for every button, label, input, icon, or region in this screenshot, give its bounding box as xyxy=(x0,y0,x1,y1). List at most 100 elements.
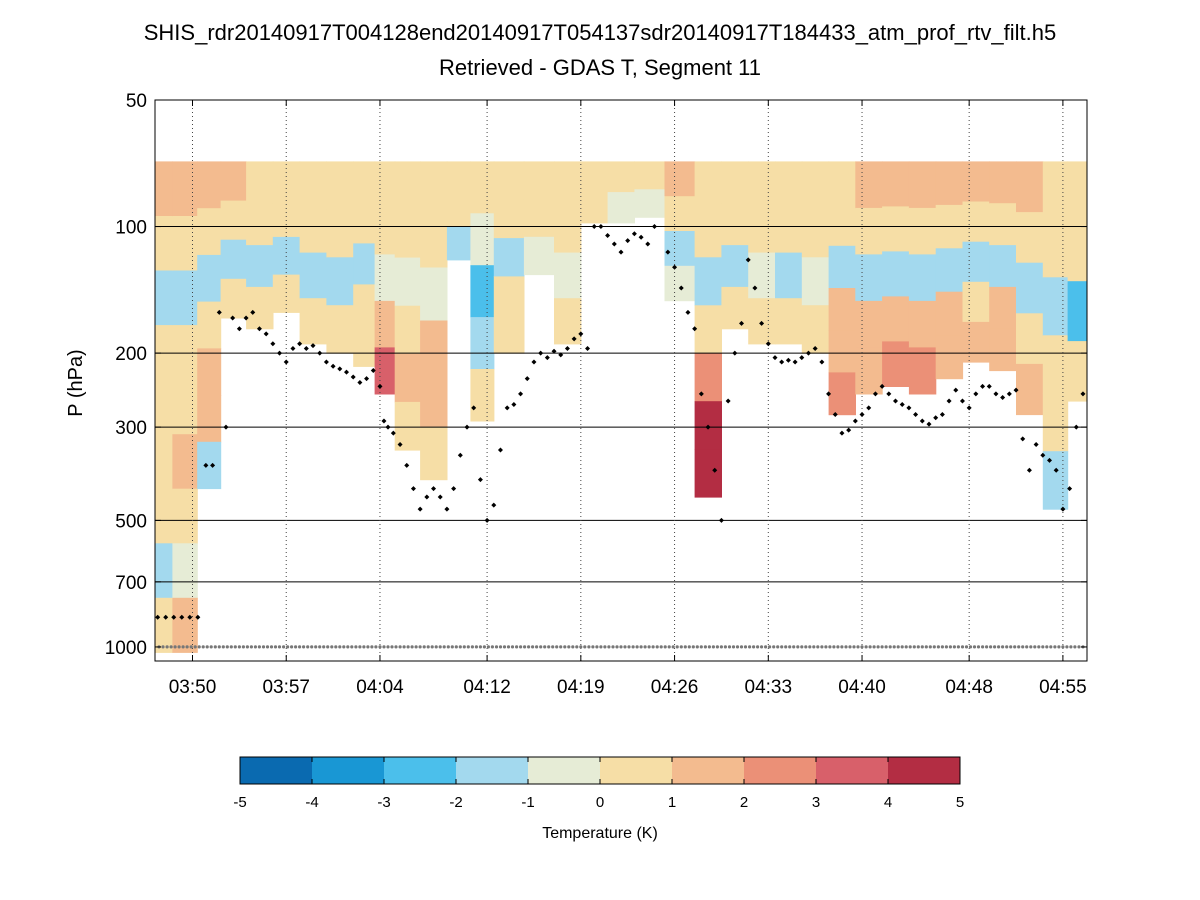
colorbar-segment xyxy=(744,757,817,784)
surface-point xyxy=(828,645,832,649)
surface-point xyxy=(940,645,945,649)
y-tick-label: 1000 xyxy=(105,638,147,659)
surface-point xyxy=(579,645,583,649)
surface-point xyxy=(659,645,663,649)
heatmap-cell xyxy=(694,353,722,402)
heatmap-cell xyxy=(155,379,173,435)
heatmap-cell xyxy=(721,161,749,204)
tropopause-point xyxy=(497,447,503,453)
heatmap-cell xyxy=(155,270,173,326)
tropopause-point xyxy=(477,477,483,483)
heatmap-cell xyxy=(197,254,222,303)
tropopause-point xyxy=(171,614,177,620)
tropopause-point xyxy=(712,467,718,473)
heatmap-cell xyxy=(989,203,1017,246)
heatmap-cell xyxy=(470,161,495,214)
tropopause-point xyxy=(357,380,363,386)
colorbar-tick-label: -2 xyxy=(449,794,462,811)
chart-title: SHIS_rdr20140917T004128end20140917T05413… xyxy=(143,20,1057,45)
surface-point xyxy=(478,645,482,649)
heatmap-cell xyxy=(828,161,856,205)
heatmap-cell xyxy=(694,449,722,498)
colorbar-segment xyxy=(888,757,961,784)
colorbar-tick-label: 2 xyxy=(740,794,748,811)
tropopause-point xyxy=(511,401,517,407)
tropopause-point xyxy=(832,412,838,418)
surface-point xyxy=(1053,645,1057,649)
heatmap-cell xyxy=(1042,451,1069,510)
heatmap-cell xyxy=(882,251,910,297)
surface-point xyxy=(699,645,703,649)
heatmap-cell xyxy=(775,252,803,299)
surface-point xyxy=(253,645,257,649)
tropopause-point xyxy=(571,336,577,342)
surface-point xyxy=(486,645,490,649)
surface-point xyxy=(972,645,977,649)
tropopause-point xyxy=(491,502,497,508)
tropopause-point xyxy=(859,412,865,418)
heatmap-cell xyxy=(353,284,376,326)
surface-point xyxy=(213,645,217,649)
surface-point xyxy=(458,645,462,649)
heatmap-cell xyxy=(374,254,396,302)
y-tick-label: 500 xyxy=(115,511,147,532)
heatmap-cell xyxy=(394,209,421,259)
surface-point xyxy=(282,645,286,649)
surface-point xyxy=(265,645,270,649)
surface-point xyxy=(575,645,579,649)
heatmap-cell xyxy=(664,231,696,267)
tropopause-point xyxy=(705,424,711,430)
surface-point xyxy=(981,645,985,649)
tropopause-point xyxy=(906,405,912,411)
colorbar-segment xyxy=(240,757,313,784)
heatmap-cell xyxy=(420,426,448,481)
x-axis: 03:50 03:57 04:04 04:12 04:19 04:26 04:33 04:40… xyxy=(169,100,1087,698)
colorbar-tick-label: -3 xyxy=(377,794,390,811)
surface-point xyxy=(326,645,330,649)
surface-point xyxy=(418,645,422,649)
tropopause-point xyxy=(980,383,986,389)
surface-point xyxy=(519,645,523,649)
tropopause-point xyxy=(558,352,564,358)
surface-point xyxy=(350,645,354,649)
tropopause-point xyxy=(672,264,678,270)
heatmap-cell xyxy=(935,335,964,380)
tropopause-point xyxy=(210,462,216,468)
heatmap-cell xyxy=(172,434,198,490)
heatmap-cell xyxy=(197,208,222,256)
tropopause-point xyxy=(1073,424,1079,430)
surface-point xyxy=(555,645,559,649)
tropopause-point xyxy=(457,452,463,458)
surface-point xyxy=(607,645,611,649)
surface-point xyxy=(527,645,531,649)
surface-point xyxy=(1077,645,1081,649)
surface-point xyxy=(788,645,792,649)
surface-point xyxy=(1045,645,1049,649)
surface-point xyxy=(752,645,756,649)
colorbar-segment xyxy=(312,757,385,784)
tropopause-point xyxy=(966,405,972,411)
surface-point xyxy=(1005,645,1009,649)
surface-point xyxy=(506,645,511,649)
tropopause-point xyxy=(1047,457,1053,463)
chart-subtitle: Retrieved - GDAS T, Segment 11 xyxy=(439,55,761,80)
tropopause-point xyxy=(179,614,185,620)
heatmap-cell xyxy=(523,161,555,200)
surface-point xyxy=(1061,645,1065,649)
tropopause-point xyxy=(752,285,758,291)
surface-point xyxy=(237,645,241,649)
tropopause-point xyxy=(1080,391,1086,397)
y-tick-label: 100 xyxy=(115,218,147,239)
surface-point xyxy=(482,645,486,649)
colorbar-tick-label: -5 xyxy=(233,794,246,811)
heatmap-cell xyxy=(1042,161,1069,220)
heatmap-cell xyxy=(855,347,883,395)
tropopause-point xyxy=(187,614,193,620)
heatmap-cell xyxy=(172,379,198,435)
surface-point xyxy=(647,645,651,649)
tropopause-point xyxy=(504,405,510,411)
tropopause-point xyxy=(591,224,597,230)
surface-point xyxy=(358,645,362,649)
surface-point xyxy=(390,645,394,649)
surface-point xyxy=(318,645,322,649)
